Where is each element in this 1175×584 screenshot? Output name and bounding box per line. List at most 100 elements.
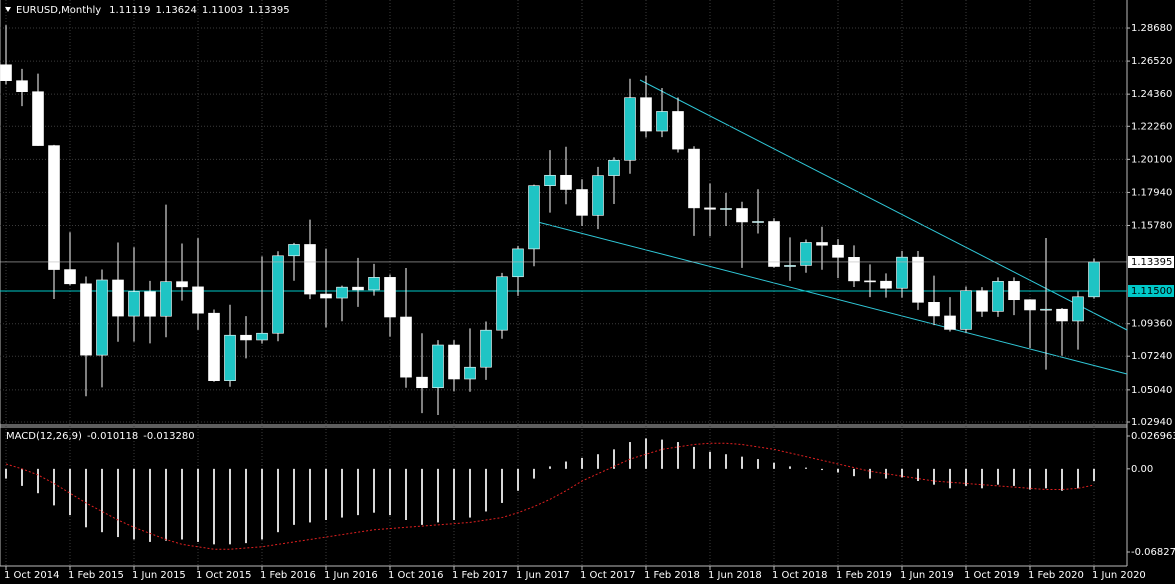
candle-body — [320, 293, 332, 299]
x-tick-label: 1 Jun 2015 — [132, 570, 186, 581]
candle-body — [1088, 261, 1100, 298]
candle-body — [800, 242, 812, 266]
candle-body — [16, 80, 28, 93]
candle-body — [512, 248, 524, 278]
x-tick-label: 1 Oct 2015 — [196, 570, 251, 581]
candle-body — [912, 256, 924, 303]
candle-body — [704, 207, 716, 210]
x-tick-label: 1 Feb 2017 — [452, 570, 508, 581]
candle-body — [496, 276, 508, 331]
candle-body — [864, 280, 876, 283]
candle-body — [192, 286, 204, 314]
hline-label: 1.11500 — [1131, 286, 1172, 297]
x-tick-label: 1 Oct 2018 — [772, 570, 827, 581]
candle-body — [448, 344, 460, 380]
candle-body — [816, 242, 828, 246]
candle-body — [640, 97, 652, 132]
candle-body — [48, 145, 60, 270]
candle-body — [464, 366, 476, 380]
candle-body — [736, 208, 748, 223]
x-tick-label: 1 Oct 2016 — [388, 570, 443, 581]
y-tick-label: 0.00 — [1131, 464, 1153, 475]
x-tick-label: 1 Oct 2017 — [580, 570, 635, 581]
candle-body — [240, 334, 252, 341]
x-tick-label: 1 Feb 2018 — [644, 570, 700, 581]
candle-body — [832, 244, 844, 258]
symbol: EURUSD,Monthly — [16, 5, 101, 16]
x-tick-label: 1 Feb 2015 — [68, 570, 124, 581]
candle-body — [0, 64, 12, 81]
candle-body — [176, 281, 188, 288]
candle-body — [576, 189, 588, 216]
candle-body — [848, 257, 860, 282]
hline-label-box — [1128, 284, 1174, 297]
ohlc-open: 1.11119 — [109, 5, 150, 16]
y-tick-label: 1.17940 — [1131, 187, 1172, 198]
candle-body — [1072, 296, 1084, 322]
y-tick-label: 1.07240 — [1131, 351, 1172, 362]
trend-line — [529, 219, 1128, 375]
candle-body — [208, 312, 220, 381]
candle-body — [96, 279, 108, 356]
signal-line — [5, 442, 1095, 550]
ohlc-high: 1.13624 — [156, 5, 197, 16]
candle-body — [928, 302, 940, 317]
y-tick-label: 1.28680 — [1131, 23, 1172, 34]
candle-body — [592, 175, 604, 216]
candle-body — [256, 332, 268, 341]
candle-body — [544, 174, 556, 186]
x-tick-label: 1 Feb 2019 — [836, 570, 892, 581]
candle-body — [112, 279, 124, 317]
candle-body — [752, 221, 764, 223]
y-tick-label: -0.068278 — [1131, 547, 1175, 558]
candle-body — [896, 256, 908, 289]
y-tick-label: 1.05040 — [1131, 385, 1172, 396]
candle-body — [224, 334, 236, 381]
signal-value: -0.013280 — [143, 431, 194, 442]
candle-body — [384, 277, 396, 318]
macd-header: MACD(12,26,9) -0.010118 -0.013280 — [6, 431, 195, 442]
y-tick-label: 1.26520 — [1131, 56, 1172, 67]
candle-body — [288, 244, 300, 257]
x-tick-label: 1 Jun 2016 — [324, 570, 378, 581]
y-tick-label: 1.02940 — [1131, 417, 1172, 428]
candle-body — [1040, 308, 1052, 311]
candle-body — [656, 111, 668, 132]
candle-body — [64, 269, 76, 285]
y-tick-label: 1.15780 — [1131, 220, 1172, 231]
menu-triangle — [5, 7, 11, 12]
candle-body — [160, 281, 172, 317]
candle-body — [672, 111, 684, 150]
candle-body — [880, 280, 892, 289]
candle-body — [480, 329, 492, 368]
candle-body — [720, 208, 732, 210]
x-tick-label: 1 Jun 2018 — [708, 570, 762, 581]
candle-body — [960, 290, 972, 330]
candle-body — [768, 221, 780, 267]
x-tick-label: 1 Oct 2019 — [964, 570, 1019, 581]
candle-body — [368, 277, 380, 291]
chart-header: EURUSD,Monthly 1.11119 1.13624 1.11003 1.133… — [16, 5, 290, 16]
candle-body — [336, 286, 348, 299]
x-tick-label: 1 Oct 2014 — [4, 570, 59, 581]
candle-body — [560, 174, 572, 190]
price-label: 1.13395 — [1131, 257, 1172, 268]
candle-body — [352, 286, 364, 291]
x-tick-label: 1 Feb 2016 — [260, 570, 316, 581]
candle-body — [272, 255, 284, 334]
candle-body — [624, 97, 636, 161]
x-tick-label: 1 Jun 2017 — [516, 570, 570, 581]
y-tick-label: 1.09360 — [1131, 319, 1172, 330]
candle-body — [688, 148, 700, 209]
candle-body — [1008, 281, 1020, 301]
candle-body — [944, 315, 956, 330]
candle-body — [400, 316, 412, 378]
x-tick-label: 1 Feb 2020 — [1028, 570, 1084, 581]
candle-body — [144, 291, 156, 317]
y-tick-label: 1.22260 — [1131, 121, 1172, 132]
candle-body — [416, 376, 428, 389]
x-tick-label: 1 Jun 2019 — [900, 570, 954, 581]
x-tick-label: 1 Jun 2020 — [1092, 570, 1146, 581]
